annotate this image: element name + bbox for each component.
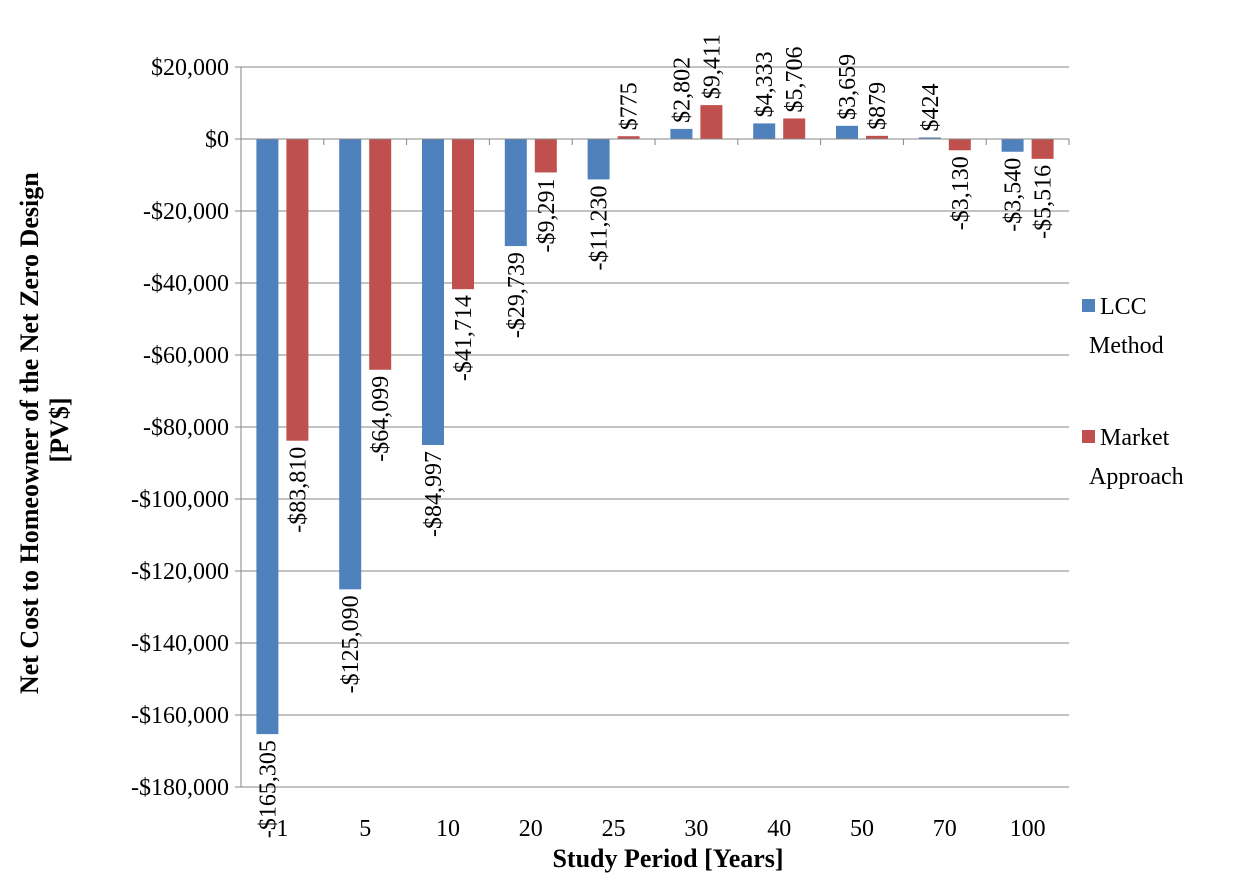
x-tick-label: 1 xyxy=(276,816,288,842)
bar-market-10 xyxy=(452,139,474,290)
legend-item-lcc-method: LCC Method xyxy=(1082,294,1164,359)
bars xyxy=(256,105,1054,735)
data-labels: -$165,305 -$125,090 -$84,997 -$29,739 -$11,2… xyxy=(255,34,1056,838)
bar-market-5 xyxy=(369,139,392,370)
bar-market-50 xyxy=(866,135,888,139)
x-tick-label: 30 xyxy=(684,816,708,842)
bar-market-20 xyxy=(534,139,557,173)
legend-swatch-lcc-method xyxy=(1082,299,1095,312)
y-axis-title-line2: [PV$] xyxy=(45,398,74,463)
bar-lcc-40 xyxy=(753,123,776,139)
data-label: -$11,230 xyxy=(587,185,613,270)
legend-label-market-line1: Market xyxy=(1100,425,1170,451)
y-axis-title: Net Cost to Homeowner of the Net Zero De… xyxy=(15,166,74,694)
axes xyxy=(235,66,1070,788)
x-tick-labels: 1 5 10 20 25 30 40 50 70 100 xyxy=(276,816,1045,842)
x-tick-label: 100 xyxy=(1010,816,1046,842)
x-axis-title: Study Period [Years] xyxy=(552,844,783,873)
data-label: -$3,130 xyxy=(948,156,974,230)
data-label: -$84,997 xyxy=(421,451,447,537)
bar-lcc-5 xyxy=(339,139,362,590)
data-label: -$9,291 xyxy=(534,178,560,252)
data-label: $2,802 xyxy=(669,57,695,123)
bar-market-100 xyxy=(1031,139,1054,159)
y-tick-label: -$140,000 xyxy=(131,631,229,657)
data-label: -$125,090 xyxy=(338,595,364,693)
x-tick-label: 5 xyxy=(359,816,371,842)
bar-lcc-10 xyxy=(422,139,444,445)
data-label: -$5,516 xyxy=(1031,165,1057,239)
x-tick-label: 70 xyxy=(933,816,957,842)
bar-lcc-50 xyxy=(836,125,858,139)
data-label: -$83,810 xyxy=(285,447,311,533)
y-tick-label: -$100,000 xyxy=(131,487,229,513)
x-tick-label: 10 xyxy=(436,816,460,842)
y-tick-label: $0 xyxy=(205,127,229,153)
bar-market-25 xyxy=(617,136,640,139)
y-tick-label: -$60,000 xyxy=(143,343,229,369)
data-label: -$64,099 xyxy=(368,376,394,462)
bar-market-40 xyxy=(783,118,806,139)
bar-lcc-100 xyxy=(1001,139,1024,152)
y-tick-label: -$180,000 xyxy=(131,775,229,801)
data-label: $3,659 xyxy=(835,54,861,120)
data-label: -$3,540 xyxy=(1001,158,1027,232)
data-label: $5,706 xyxy=(782,46,808,112)
y-tick-label: -$80,000 xyxy=(143,415,229,441)
bar-lcc-70 xyxy=(918,137,941,139)
legend-label-lcc-line1: LCC xyxy=(1100,294,1147,320)
bar-lcc-1 xyxy=(256,139,279,735)
data-label: $879 xyxy=(865,82,891,130)
y-tick-label: -$120,000 xyxy=(131,559,229,585)
x-tick-label: 25 xyxy=(602,816,626,842)
y-tick-label: -$40,000 xyxy=(143,271,229,297)
legend-label-market-line2: Approach xyxy=(1089,464,1184,490)
legend: LCC Method Market Approach xyxy=(1082,294,1184,490)
svg-text:LCC Method: LCC Method xyxy=(1089,294,1164,359)
x-tick-label: 50 xyxy=(850,816,874,842)
bar-market-1 xyxy=(286,139,309,441)
y-tick-label: $20,000 xyxy=(151,55,229,81)
bar-lcc-25 xyxy=(587,139,610,180)
x-tick-label: 20 xyxy=(519,816,543,842)
y-tick-label: -$20,000 xyxy=(143,199,229,225)
x-tick-label: 40 xyxy=(767,816,791,842)
svg-text:Market Approach: Market Approach xyxy=(1089,425,1184,490)
data-label: -$165,305 xyxy=(255,740,281,838)
y-axis-title-line1: Net Cost to Homeowner of the Net Zero De… xyxy=(15,172,44,694)
bar-market-70 xyxy=(948,139,971,151)
legend-swatch-market-approach xyxy=(1082,430,1095,443)
data-label: $4,333 xyxy=(752,51,778,117)
data-label: -$29,739 xyxy=(504,252,530,338)
gridlines xyxy=(241,66,1069,788)
bar-lcc-20 xyxy=(504,139,527,247)
legend-item-market-approach: Market Approach xyxy=(1082,425,1184,490)
bar-market-30 xyxy=(700,105,723,139)
y-tick-labels: $20,000 $0 -$20,000 -$40,000 -$60,000 -$80,00… xyxy=(131,55,229,801)
data-label: $9,411 xyxy=(699,34,725,99)
bar-lcc-30 xyxy=(670,128,693,139)
data-label: $424 xyxy=(918,83,944,131)
data-label: $775 xyxy=(617,82,643,130)
data-label: -$41,714 xyxy=(451,295,477,381)
y-tick-label: -$160,000 xyxy=(131,703,229,729)
legend-label-lcc-line2: Method xyxy=(1089,333,1164,359)
